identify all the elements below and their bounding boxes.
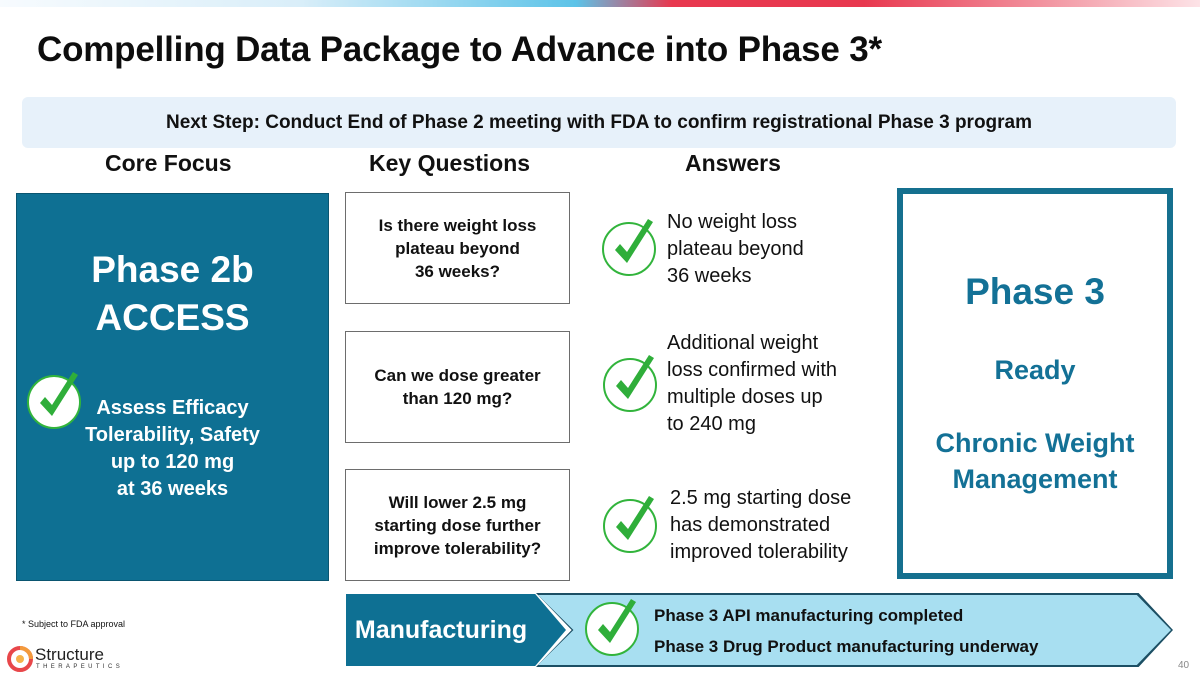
answer-line: has demonstrated [670, 514, 831, 536]
page-title: Compelling Data Package to Advance into … [37, 30, 882, 69]
manufacturing-item: Phase 3 API manufacturing completed [654, 606, 964, 625]
answer-3: 2.5 mg starting dose has demonstrated im… [670, 485, 851, 566]
core-focus-heading: Core Focus [105, 150, 232, 176]
answer-line: 2.5 mg starting dose [670, 487, 852, 509]
structure-logo-icon [7, 646, 33, 672]
check-icon [27, 372, 81, 429]
question-line: starting dose further [374, 515, 541, 535]
answer-line: improved tolerability [670, 541, 848, 563]
answers-heading: Answers [685, 150, 781, 176]
question-line: plateau beyond [395, 238, 520, 258]
answer-line: multiple doses up [667, 386, 823, 408]
question-line: Can we dose greater [374, 366, 541, 385]
manufacturing-arrow [538, 595, 1171, 665]
next-step-banner: Next Step: Conduct End of Phase 2 meetin… [22, 97, 1176, 148]
phase3-box [897, 188, 1173, 579]
manufacturing-item: Phase 3 Drug Product manufacturing under… [654, 637, 1039, 656]
phase2b-title-line2: ACCESS [95, 297, 250, 338]
phase2b-title: Phase 2b ACCESS [16, 246, 329, 342]
next-step-text: Next Step: Conduct End of Phase 2 meetin… [165, 111, 1033, 133]
manufacturing-label-shape [346, 594, 566, 666]
key-questions-heading: Key Questions [369, 150, 531, 176]
answer-line: No weight loss [667, 211, 798, 233]
phase2b-desc-line: Assess Efficacy [96, 397, 249, 419]
answer-line: 36 weeks [667, 265, 752, 287]
answer-line: to 240 mg [667, 413, 756, 435]
page-number: 40 [1178, 660, 1190, 671]
phase2b-desc-line: up to 120 mg [110, 451, 235, 473]
check-icon [603, 496, 657, 553]
check-icon [585, 599, 639, 656]
answer-line: loss confirmed with [667, 359, 838, 381]
logo-wordmark: Structure [35, 645, 104, 664]
phase2b-desc-line: Tolerability, Safety [85, 424, 260, 446]
top-accent-bar [0, 0, 1200, 7]
check-icon [602, 219, 656, 276]
phase2b-desc-line: at 36 weeks [116, 478, 229, 500]
phase3-status: Ready [994, 355, 1076, 385]
question-box-3: Will lower 2.5 mg starting dose further … [345, 469, 570, 581]
phase3-title: Phase 3 [965, 271, 1105, 312]
question-box-2: Can we dose greater than 120 mg? [345, 331, 570, 443]
manufacturing-label: Manufacturing [354, 615, 528, 644]
answer-line: plateau beyond [667, 238, 804, 260]
footnote: * Subject to FDA approval [22, 619, 126, 629]
answer-2: Additional weight loss confirmed with mu… [667, 330, 837, 438]
check-icon [603, 355, 657, 412]
phase3-indication-line1: Chronic Weight [935, 428, 1135, 458]
question-box-1: Is there weight loss plateau beyond 36 w… [345, 192, 570, 304]
question-line: Is there weight loss [378, 215, 537, 235]
phase2b-title-line1: Phase 2b [91, 249, 254, 290]
question-line: Will lower 2.5 mg [388, 492, 527, 512]
question-line: than 120 mg? [402, 389, 513, 408]
phase3-indication: Chronic Weight Management [897, 425, 1173, 497]
phase3-indication-line2: Management [952, 464, 1118, 494]
question-line: 36 weeks? [414, 261, 501, 281]
phase2b-description: Assess Efficacy Tolerability, Safety up … [56, 395, 289, 503]
logo-subtitle: THERAPEUTICS [36, 664, 124, 670]
answer-1: No weight loss plateau beyond 36 weeks [667, 209, 804, 290]
answer-line: Additional weight [667, 332, 819, 354]
question-line: improve tolerability? [373, 538, 542, 558]
